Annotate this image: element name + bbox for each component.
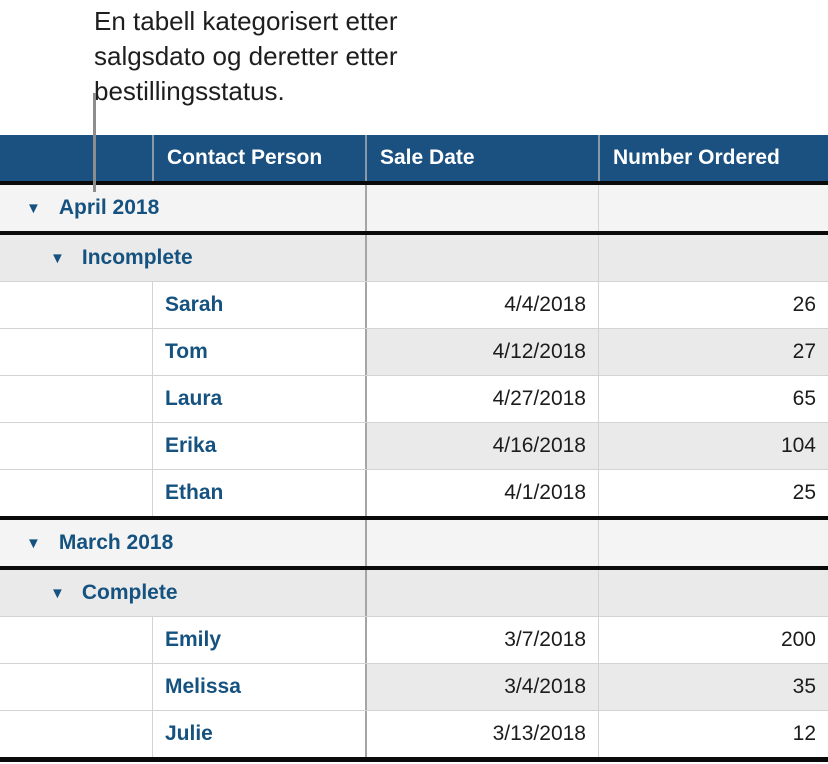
callout-text: En tabell kategorisert etter salgsdato o… — [94, 4, 398, 109]
table-header-row: Contact Person Sale Date Number Ordered — [0, 135, 828, 181]
row-indent-cell[interactable] — [0, 470, 152, 516]
subcategory-row-complete[interactable]: ▼ Complete — [0, 570, 828, 617]
empty-cell[interactable] — [598, 570, 828, 616]
number-ordered-cell[interactable]: 26 — [598, 282, 828, 328]
empty-cell[interactable] — [365, 520, 598, 566]
header-cell-blank[interactable] — [0, 135, 152, 181]
categorized-table: Contact Person Sale Date Number Ordered … — [0, 135, 828, 762]
empty-cell[interactable] — [598, 185, 828, 231]
subcategory-label: Incomplete — [81, 246, 193, 269]
disclosure-triangle-icon[interactable]: ▼ — [26, 534, 41, 552]
table-row: Emily 3/7/2018 200 — [0, 617, 828, 664]
number-ordered-cell[interactable]: 25 — [598, 470, 828, 516]
category-label: April 2018 — [58, 196, 160, 219]
disclosure-triangle-icon[interactable]: ▼ — [50, 249, 65, 267]
category-row-april-2018[interactable]: ▼ April 2018 — [0, 185, 828, 231]
sale-date-cell[interactable]: 4/12/2018 — [365, 329, 598, 375]
contact-person-cell[interactable]: Sarah — [152, 282, 365, 328]
header-cell-sale-date[interactable]: Sale Date — [365, 135, 598, 181]
table-row: Julie 3/13/2018 12 — [0, 711, 828, 757]
sale-date-cell[interactable]: 4/16/2018 — [365, 423, 598, 469]
empty-cell[interactable] — [365, 185, 598, 231]
contact-person-cell[interactable]: Erika — [152, 423, 365, 469]
row-indent-cell[interactable] — [0, 423, 152, 469]
contact-person-cell[interactable]: Melissa — [152, 664, 365, 710]
contact-person-cell[interactable]: Laura — [152, 376, 365, 422]
number-ordered-cell[interactable]: 104 — [598, 423, 828, 469]
contact-person-cell[interactable]: Emily — [152, 617, 365, 663]
header-cell-number-ordered[interactable]: Number Ordered — [598, 135, 828, 181]
table-row: Erika 4/16/2018 104 — [0, 423, 828, 470]
number-ordered-cell[interactable]: 65 — [598, 376, 828, 422]
callout-text-line2: salgsdato og deretter etter — [94, 41, 398, 71]
sale-date-cell[interactable]: 4/4/2018 — [365, 282, 598, 328]
empty-cell[interactable] — [365, 235, 598, 281]
header-cell-contact-person[interactable]: Contact Person — [152, 135, 365, 181]
row-indent-cell[interactable] — [0, 617, 152, 663]
subcategory-row-incomplete[interactable]: ▼ Incomplete — [0, 235, 828, 282]
empty-cell[interactable] — [598, 520, 828, 566]
divider — [0, 516, 828, 520]
contact-person-cell[interactable]: Ethan — [152, 470, 365, 516]
divider — [0, 231, 828, 235]
number-ordered-cell[interactable]: 200 — [598, 617, 828, 663]
table-row: Melissa 3/4/2018 35 — [0, 664, 828, 711]
category-label: March 2018 — [58, 531, 174, 554]
table-bottom-border — [0, 757, 828, 762]
callout-text-line1: En tabell kategorisert etter — [94, 6, 398, 36]
divider — [0, 181, 828, 185]
row-indent-cell[interactable] — [0, 664, 152, 710]
callout-line — [93, 93, 96, 192]
divider — [0, 566, 828, 570]
row-indent-cell[interactable] — [0, 329, 152, 375]
sale-date-cell[interactable]: 3/13/2018 — [365, 711, 598, 757]
table-row: Tom 4/12/2018 27 — [0, 329, 828, 376]
number-ordered-cell[interactable]: 27 — [598, 329, 828, 375]
row-indent-cell[interactable] — [0, 282, 152, 328]
contact-person-cell[interactable]: Tom — [152, 329, 365, 375]
sale-date-cell[interactable]: 3/4/2018 — [365, 664, 598, 710]
number-ordered-cell[interactable]: 12 — [598, 711, 828, 757]
disclosure-triangle-icon[interactable]: ▼ — [50, 584, 65, 602]
row-indent-cell[interactable] — [0, 711, 152, 757]
callout-text-line3: bestillingsstatus. — [94, 76, 285, 106]
table-row: Ethan 4/1/2018 25 — [0, 470, 828, 516]
sale-date-cell[interactable]: 4/27/2018 — [365, 376, 598, 422]
table-row: Laura 4/27/2018 65 — [0, 376, 828, 423]
number-ordered-cell[interactable]: 35 — [598, 664, 828, 710]
sale-date-cell[interactable]: 4/1/2018 — [365, 470, 598, 516]
table-row: Sarah 4/4/2018 26 — [0, 282, 828, 329]
category-row-march-2018[interactable]: ▼ March 2018 — [0, 520, 828, 566]
empty-cell[interactable] — [598, 235, 828, 281]
sale-date-cell[interactable]: 3/7/2018 — [365, 617, 598, 663]
row-indent-cell[interactable] — [0, 376, 152, 422]
disclosure-triangle-icon[interactable]: ▼ — [26, 199, 41, 217]
subcategory-label: Complete — [81, 581, 178, 604]
empty-cell[interactable] — [365, 570, 598, 616]
contact-person-cell[interactable]: Julie — [152, 711, 365, 757]
